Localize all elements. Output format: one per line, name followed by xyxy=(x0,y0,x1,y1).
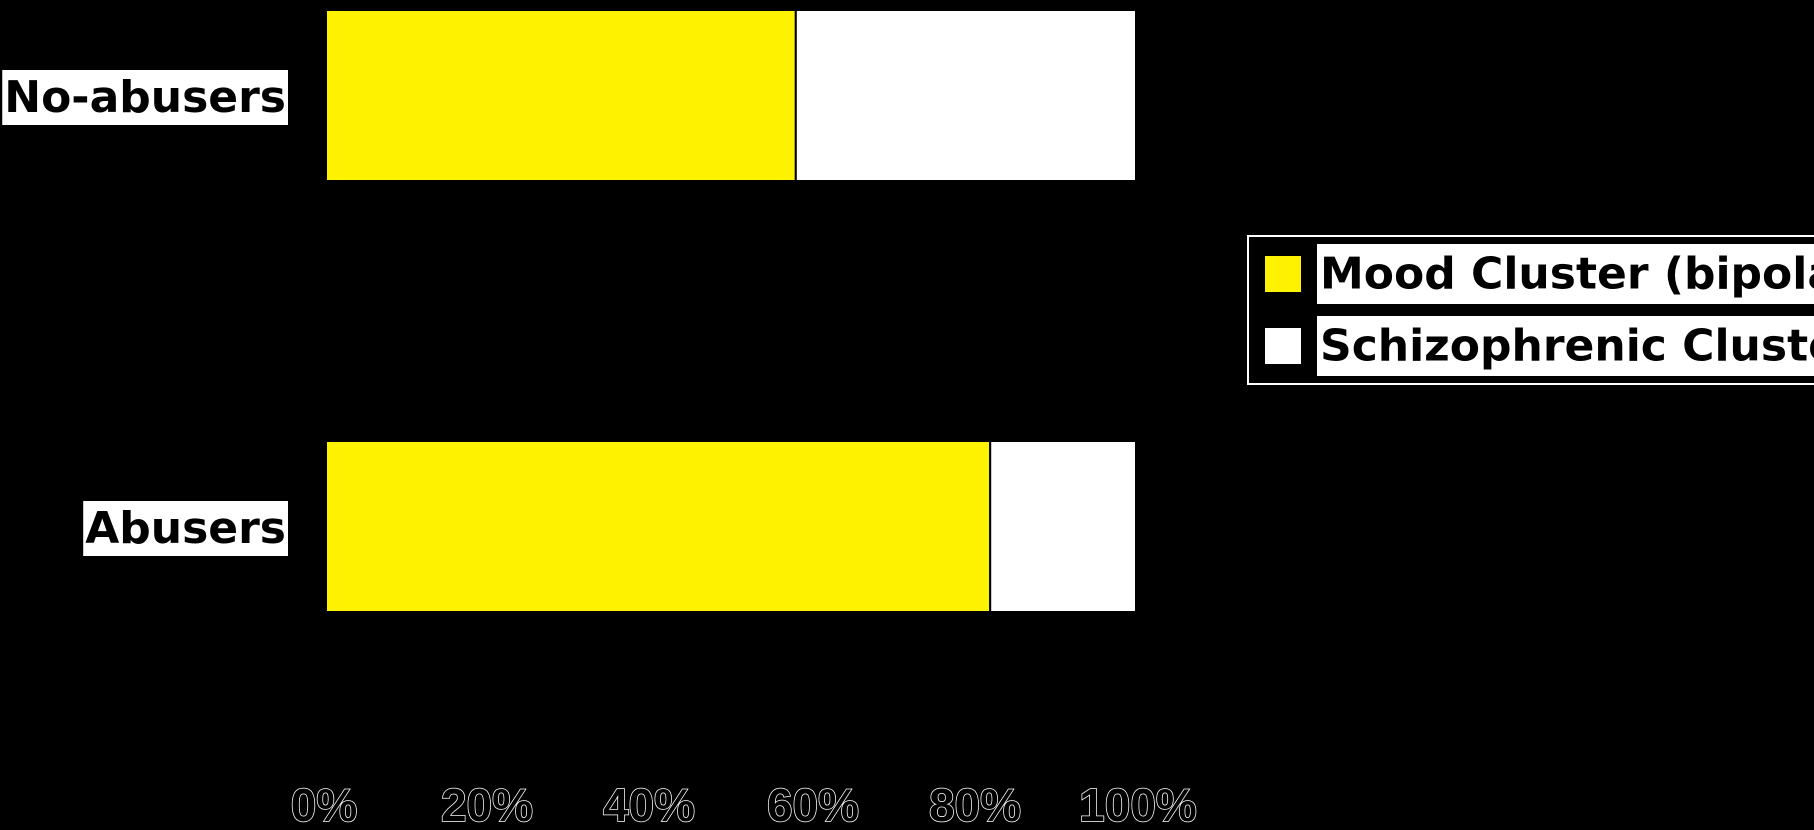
bar-abusers-mood-cluster-bipolar xyxy=(325,440,992,613)
legend-label: Schizophrenic Cluster xyxy=(1320,321,1814,372)
x-tick-label: 20% xyxy=(441,779,533,830)
legend-item-schizophrenic-cluster: Schizophrenic Cluster xyxy=(1265,316,1814,376)
bar-abusers-schizophrenic-cluster xyxy=(989,440,1138,613)
category-label-text: Abusers xyxy=(85,503,286,554)
x-tick-label: 60% xyxy=(767,779,859,830)
x-axis-tick-labels: 0% 20% 40% 60% 80% 100% xyxy=(290,778,1198,830)
category-label-background xyxy=(83,501,288,556)
legend-label-background xyxy=(1317,316,1814,376)
bar-no-abusers-mood-cluster-bipolar xyxy=(325,9,797,182)
category-label-no-abusers: No-abusers xyxy=(2,70,288,125)
bar-no-abusers-schizophrenic-cluster xyxy=(794,9,1137,182)
bars-layer xyxy=(325,9,1138,613)
x-tick-label: 80% xyxy=(929,779,1021,830)
legend-label-background xyxy=(1317,244,1814,304)
category-label-text: No-abusers xyxy=(4,72,286,123)
x-tick-label: 100% xyxy=(1079,779,1197,830)
x-tick-label: 0% xyxy=(291,779,357,830)
category-label-background xyxy=(2,70,288,125)
category-label-abusers: Abusers xyxy=(83,501,288,556)
legend: Mood Cluster (bipolar Schizophrenic Clust… xyxy=(1247,235,1814,385)
legend-swatch xyxy=(1265,256,1301,292)
x-tick-label: 40% xyxy=(603,779,695,830)
legend-item-mood-cluster-bipolar: Mood Cluster (bipolar xyxy=(1265,244,1814,304)
category-labels: No-abusers Abusers xyxy=(2,70,288,556)
legend-swatch xyxy=(1265,328,1301,364)
legend-label: Mood Cluster (bipolar xyxy=(1320,249,1814,300)
